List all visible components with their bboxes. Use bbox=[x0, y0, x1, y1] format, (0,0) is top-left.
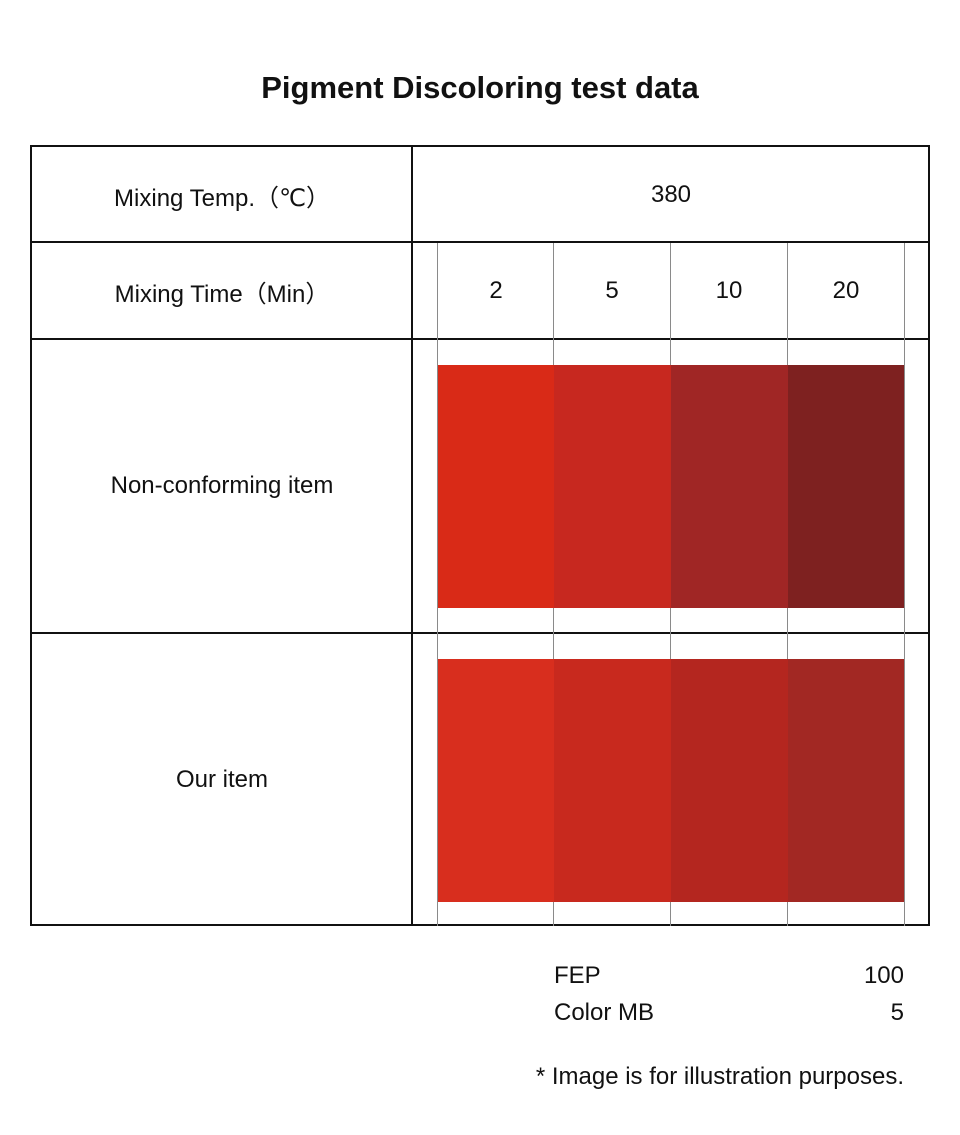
time-cell: 2 bbox=[489, 277, 503, 304]
nonconforming-swatch bbox=[788, 365, 904, 608]
time-cell: 10 bbox=[715, 277, 743, 304]
legend-value: 100 bbox=[863, 962, 904, 989]
nonconforming-swatch bbox=[438, 365, 554, 608]
grid-line bbox=[437, 243, 438, 926]
time-cell: 20 bbox=[832, 277, 860, 304]
nonconforming-swatch bbox=[554, 365, 671, 608]
nonconforming-swatch bbox=[671, 365, 788, 608]
row-divider bbox=[32, 632, 928, 634]
mixing-temp-label: Mixing Temp.（℃） bbox=[114, 184, 330, 212]
our-item-swatch bbox=[671, 659, 788, 902]
row-divider bbox=[32, 241, 928, 243]
legend-row: FEP 100 bbox=[554, 962, 904, 990]
nonconforming-label: Non-conforming item bbox=[110, 472, 334, 499]
time-cell: 5 bbox=[605, 277, 619, 304]
mixing-time-label: Mixing Time（Min） bbox=[114, 280, 330, 308]
page-title: Pigment Discoloring test data bbox=[261, 70, 699, 105]
legend-name: Color MB bbox=[554, 999, 655, 1026]
grid-line bbox=[904, 243, 905, 926]
column-divider bbox=[411, 147, 413, 924]
mixing-temp-value: 380 bbox=[650, 181, 692, 208]
our-item-swatch bbox=[554, 659, 671, 902]
legend-row: Color MB 5 bbox=[554, 999, 904, 1027]
row-divider bbox=[32, 338, 928, 340]
legend-value: 5 bbox=[890, 999, 904, 1026]
our-item-swatch bbox=[788, 659, 904, 902]
our-item-swatch bbox=[438, 659, 554, 902]
legend-name: FEP bbox=[554, 962, 601, 989]
test-data-table: Mixing Temp.（℃） 380 Mixing Time（Min） 2 5… bbox=[30, 145, 930, 926]
disclaimer-note: * Image is for illustration purposes. bbox=[535, 1063, 904, 1090]
our-item-label: Our item bbox=[175, 766, 268, 793]
